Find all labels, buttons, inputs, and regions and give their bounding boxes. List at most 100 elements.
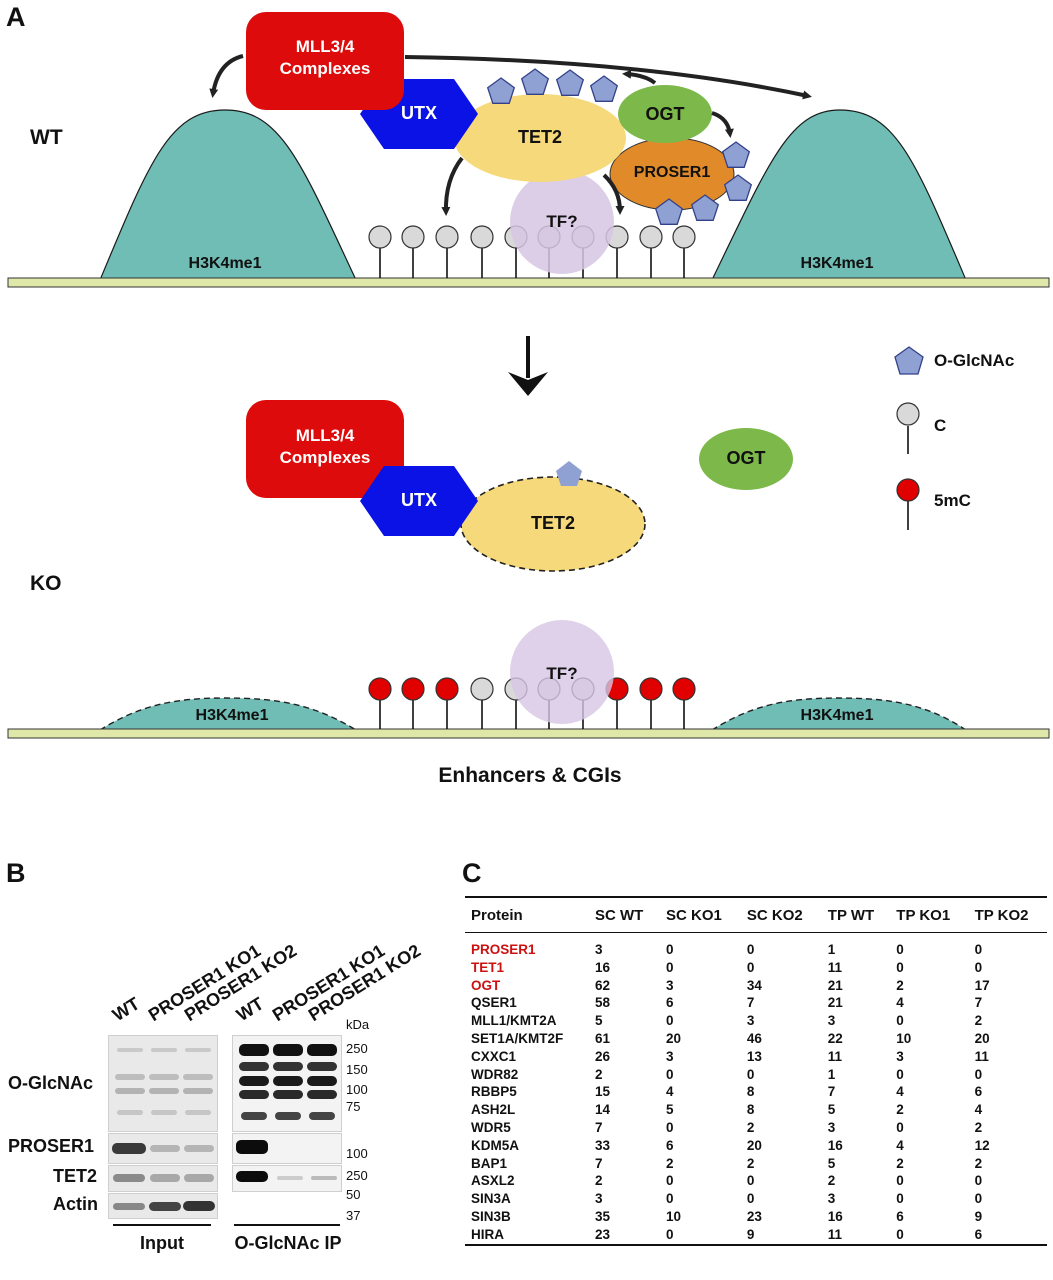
count-cell: 17 [974, 977, 990, 993]
count-cell: 20 [666, 1030, 682, 1046]
count-cell: 20 [746, 1137, 762, 1153]
count-cell: 2 [595, 1173, 603, 1189]
count-cell: 6 [896, 1208, 904, 1224]
count-cell: 3 [827, 1191, 836, 1207]
kda-marker-150: 150 [346, 1062, 368, 1077]
row-label-oglcnac: O-GlcNAc [8, 1073, 94, 1093]
blot-oglcnac-ip [232, 1035, 342, 1132]
count-cell: 0 [666, 942, 674, 957]
count-cell: 9 [740, 1225, 822, 1246]
count-cell: 26 [595, 1048, 611, 1064]
mass-spec-table: Protein SC WT SC KO1 SC KO2 TP WT TP KO1… [465, 896, 1047, 1246]
mll-label-line2: Complexes [279, 59, 371, 78]
count-cell: 3 [595, 942, 603, 957]
protein-name-cell: KDM5A [471, 1137, 520, 1153]
mll-label-ko-line2: Complexes [279, 448, 371, 467]
count-cell: 6 [666, 995, 674, 1011]
utx-label-wt: UTX [401, 103, 437, 123]
table-row: ASH2L 14 5 8 5 2 4 [465, 1101, 1047, 1119]
h3k4me1-label-wt-right: H3K4me1 [800, 255, 874, 272]
tet2-label-wt: TET2 [517, 127, 562, 147]
row-label-tet2: TET2 [53, 1166, 98, 1186]
utx-label-ko: UTX [401, 490, 437, 510]
transition-arrow-head [508, 372, 548, 396]
count-cell: 0 [974, 942, 983, 957]
kda-marker-37: 37 [346, 1208, 361, 1223]
legend-5mc-label: 5mC [934, 491, 971, 510]
protein-name-cell: SIN3B [471, 1208, 511, 1224]
count-cell: 1 [827, 1066, 836, 1082]
count-cell: 7 [827, 1084, 836, 1100]
tf-circle-wt [510, 170, 614, 274]
proser1-label: PROSER1 [633, 164, 711, 181]
count-cell: 0 [746, 1191, 755, 1207]
legend-c-label: C [934, 416, 947, 435]
count-cell: 2 [896, 1155, 904, 1171]
blot-tet2-input [108, 1165, 218, 1192]
count-cell: 0 [896, 1191, 904, 1207]
panel-a-diagram [7, 12, 1050, 739]
kda-marker-75: 75 [346, 1099, 361, 1114]
count-cell: 0 [746, 942, 755, 957]
count-cell: 34 [746, 977, 762, 993]
count-cell: 0 [974, 959, 983, 975]
count-cell: 2 [974, 1013, 983, 1029]
table-row: QSER1 58 6 7 21 4 7 [465, 994, 1047, 1012]
count-cell: 3 [746, 1013, 755, 1029]
methylated-5mc-ko [368, 677, 696, 701]
protein-name-cell: BAP1 [471, 1155, 508, 1171]
ip-bracket-line [234, 1224, 340, 1226]
count-cell: 2 [974, 1119, 983, 1135]
count-cell: 2 [827, 1173, 836, 1189]
kda-marker-100b: 100 [346, 1146, 368, 1161]
count-cell: 0 [746, 1173, 755, 1189]
count-cell: 11 [821, 1225, 891, 1246]
ko-label: KO [30, 572, 62, 595]
count-cell: 0 [660, 1225, 741, 1246]
mll-label-ko-line1: MLL3/4 [295, 426, 355, 445]
count-cell: 0 [896, 1013, 904, 1029]
col-header-sc-ko2: SC KO2 [740, 896, 822, 933]
ogt-shape-ko [699, 428, 793, 490]
count-cell: 15 [595, 1084, 611, 1100]
count-cell: 0 [666, 1013, 674, 1029]
count-cell: 22 [827, 1030, 843, 1046]
count-cell: 2 [896, 977, 904, 993]
count-cell: 21 [827, 995, 843, 1011]
table-row: WDR82 2 0 0 1 0 0 [465, 1066, 1047, 1084]
table-row: OGT 62 3 34 21 2 17 [465, 977, 1047, 995]
table-row: ASXL2 2 0 0 2 0 0 [465, 1172, 1047, 1190]
count-cell: 0 [974, 1066, 983, 1082]
count-cell: 35 [595, 1208, 611, 1224]
count-cell: 62 [595, 977, 611, 993]
count-cell: 20 [974, 1030, 990, 1046]
col-header-sc-ko1: SC KO1 [660, 896, 741, 933]
panel-c-letter: C [462, 858, 482, 888]
col-header-tp-ko2: TP KO2 [968, 896, 1047, 933]
legend-c-icon [896, 402, 920, 426]
kda-marker-250b: 250 [346, 1168, 368, 1183]
legend-5mc-icon [896, 478, 920, 502]
ogt-label-wt: OGT [645, 104, 685, 124]
count-cell: 16 [827, 1208, 843, 1224]
protein-name-cell: OGT [471, 977, 501, 993]
count-cell: 3 [666, 977, 674, 993]
col-header-protein: Protein [465, 896, 589, 933]
count-cell: 16 [595, 959, 611, 975]
col-header-tp-ko1: TP KO1 [890, 896, 969, 933]
count-cell: 5 [827, 1155, 836, 1171]
kda-marker-100: 100 [346, 1082, 368, 1097]
oglcnac-tet2-3 [556, 69, 584, 96]
table-row: KDM5A 33 6 20 16 4 12 [465, 1137, 1047, 1155]
count-cell: 2 [595, 1066, 603, 1082]
table-row: HIRA 23 0 9 11 0 6 [465, 1225, 1047, 1246]
h3k4me1-hill-ko-right [709, 697, 969, 731]
col-header-tp-wt: TP WT [821, 896, 891, 933]
count-cell: 2 [974, 1155, 983, 1171]
tf-label-ko: TF? [546, 664, 578, 683]
count-cell: 8 [746, 1102, 755, 1118]
blot-tet2-ip [232, 1165, 342, 1192]
count-cell: 5 [666, 1102, 674, 1118]
count-cell: 0 [974, 1191, 983, 1207]
protein-name-cell: ASXL2 [471, 1173, 515, 1189]
